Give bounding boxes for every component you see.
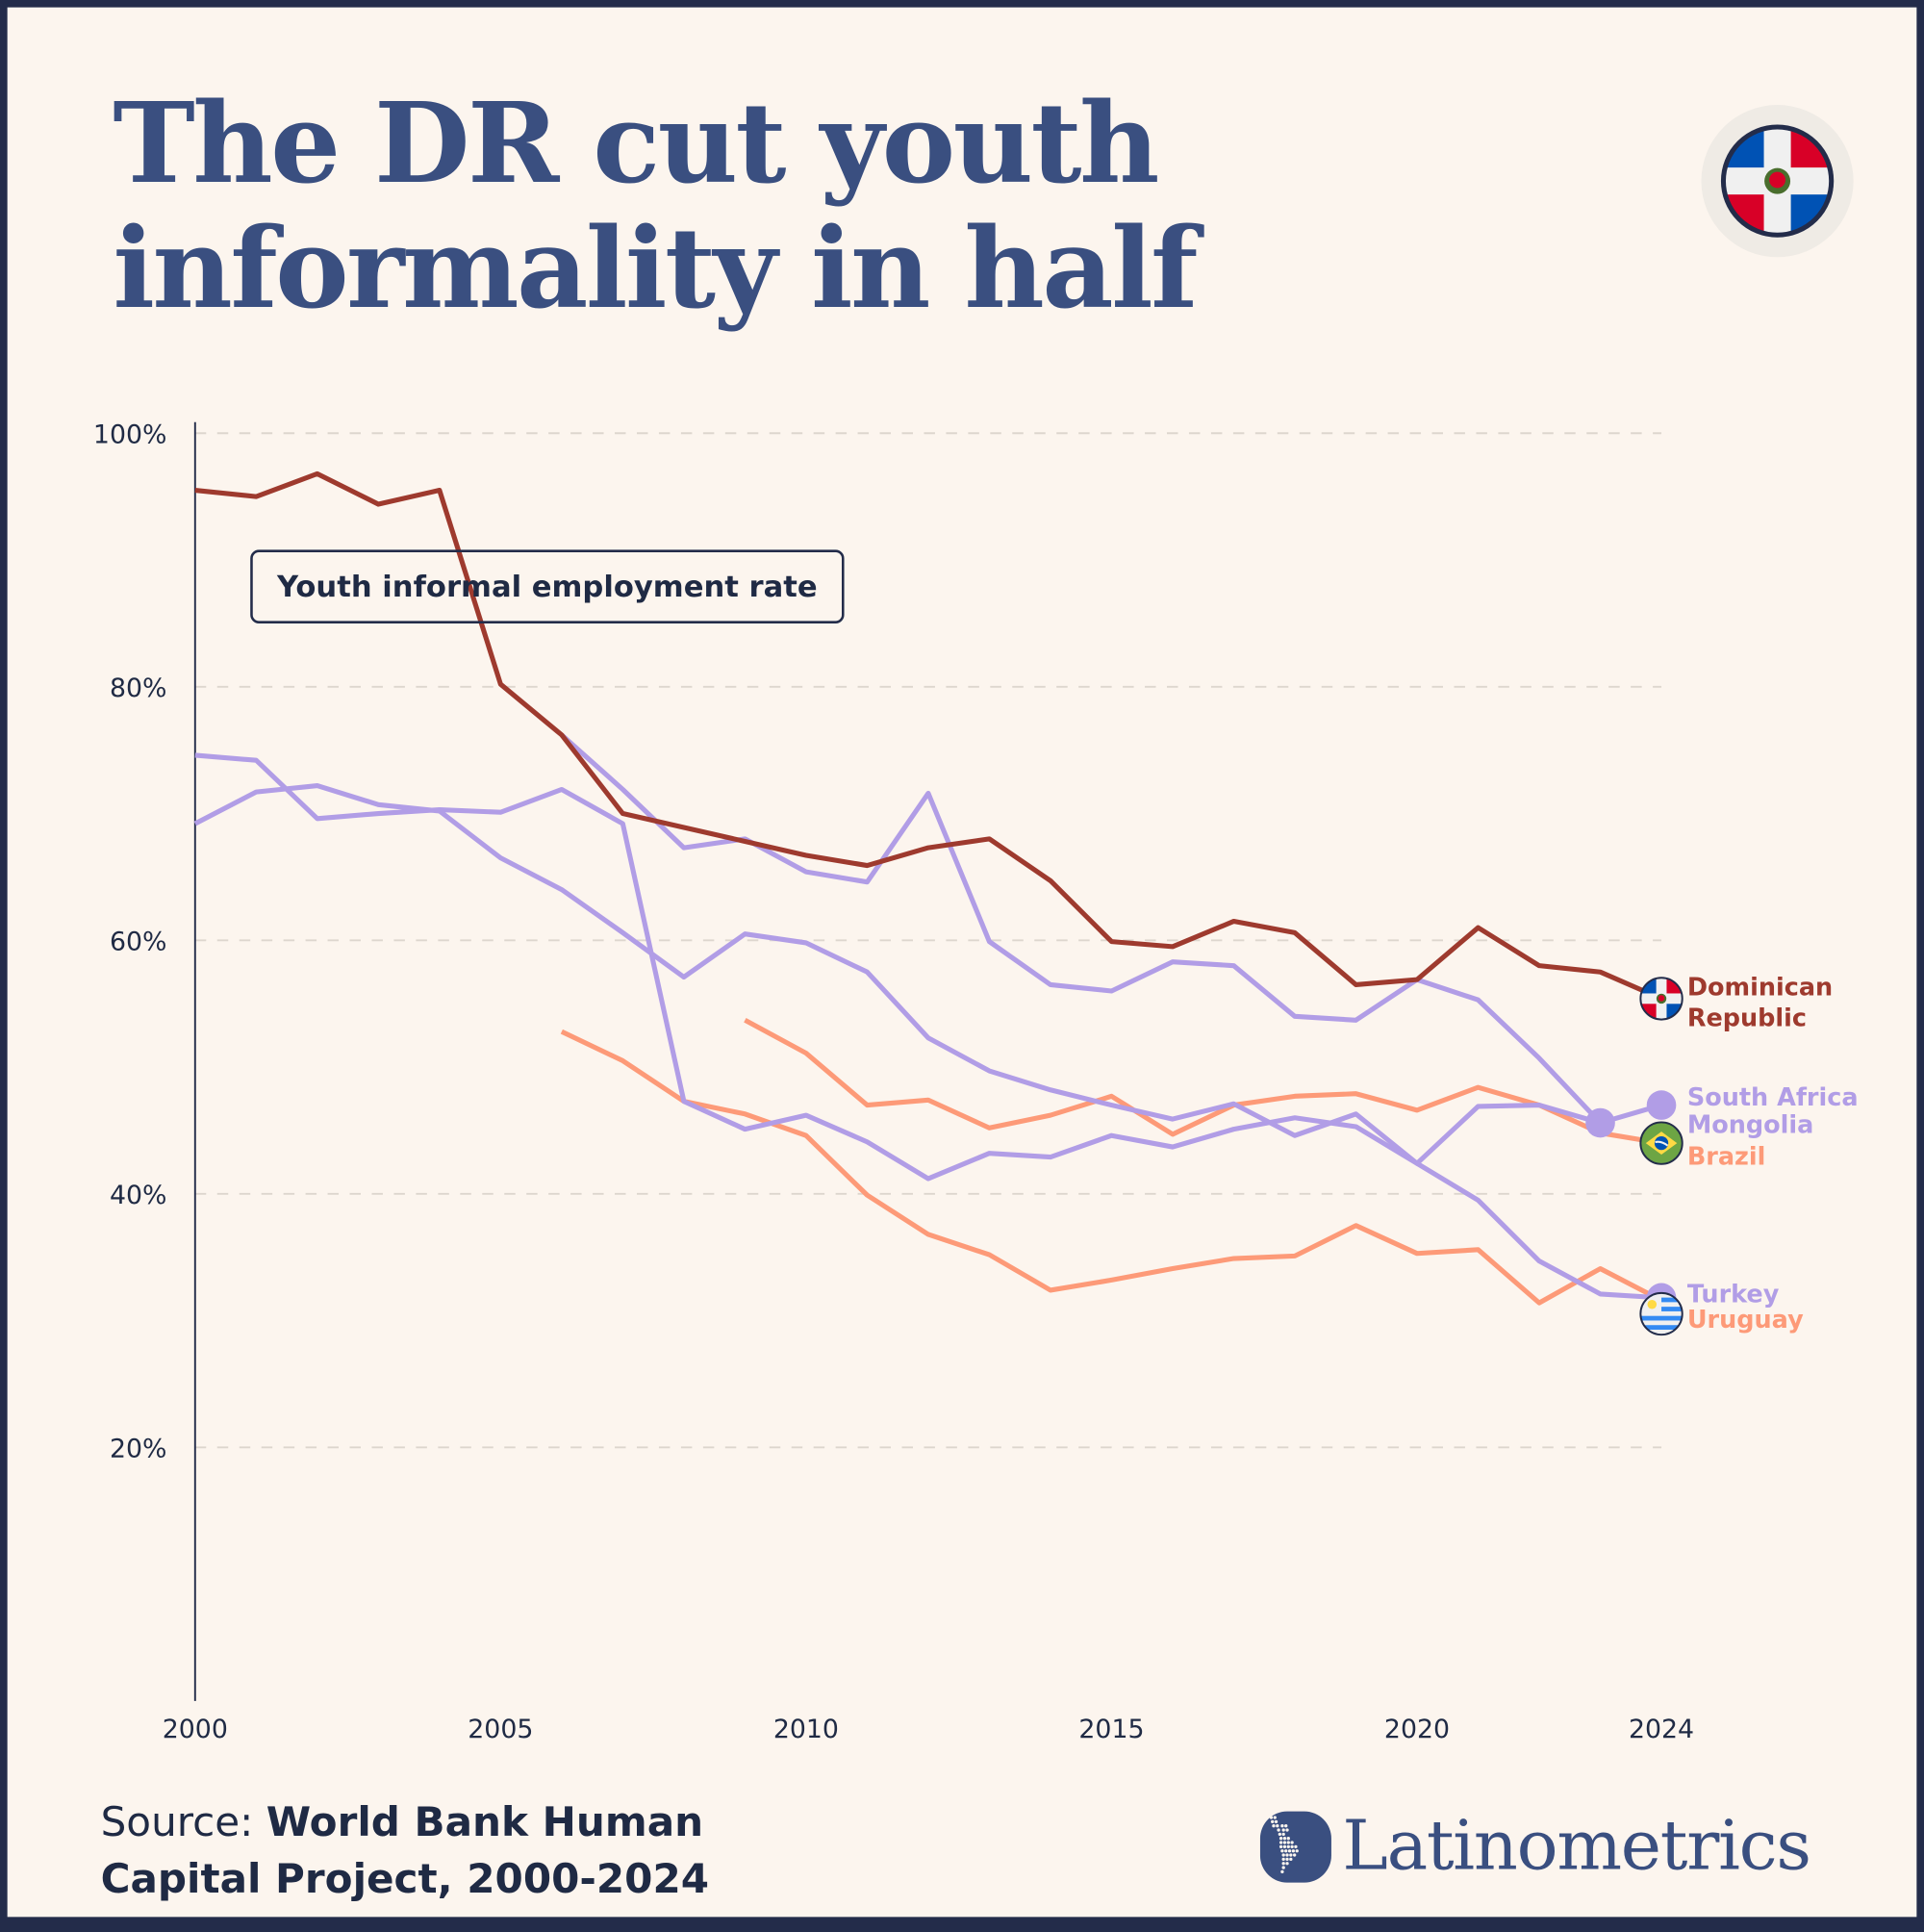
series-line-uruguay	[560, 1029, 1663, 1306]
brand-name: Latinometrics	[1342, 1806, 1811, 1887]
source-note: Source: World Bank Human Capital Project…	[101, 1794, 788, 1907]
title-line-1: The DR cut youth	[113, 78, 1159, 209]
dominican-republic-flag-icon	[1639, 977, 1684, 1021]
chart-legend-box: Youth informal employment rate	[250, 549, 845, 623]
x-tick-label: 2024	[1629, 1715, 1694, 1744]
series-line-south-africa	[194, 752, 1662, 1182]
page-title: The DR cut youth informality in half	[113, 78, 1198, 334]
x-tick-label: 2000	[163, 1715, 228, 1744]
series-label: Uruguay	[1687, 1306, 1804, 1335]
brand-logo: Latinometrics	[1259, 1806, 1811, 1887]
y-tick-label: 80%	[110, 674, 167, 703]
y-tick-label: 100%	[93, 419, 167, 449]
brazil-flag-icon	[1639, 1121, 1684, 1165]
series-label: Dominican	[1687, 973, 1833, 1002]
series-label: Turkey	[1687, 1280, 1780, 1309]
series-line-mongolia	[560, 732, 1603, 1125]
series-label: Brazil	[1687, 1142, 1766, 1171]
title-line-2: informality in half	[113, 203, 1198, 334]
uruguay-flag-icon	[1639, 1291, 1684, 1336]
series-label: Republic	[1687, 1004, 1807, 1032]
end-point-dot	[1585, 1107, 1615, 1138]
dominican-republic-flag-icon	[1701, 105, 1854, 258]
series-label: Mongolia	[1687, 1110, 1814, 1139]
y-tick-label: 60%	[110, 927, 167, 956]
legend-label: Youth informal employment rate	[277, 569, 818, 604]
x-tick-label: 2020	[1384, 1715, 1450, 1744]
line-chart: 20% 40% 60% 80% 100% 2000 2005 2010 2015 2020 2024…	[93, 419, 1859, 1744]
source-text: World Bank Human Capital Project, 2000-2…	[100, 1797, 710, 1903]
x-tick-label: 2015	[1078, 1715, 1144, 1744]
end-point-dot	[1646, 1090, 1677, 1120]
x-tick-label: 2010	[773, 1715, 839, 1744]
x-tick-label: 2005	[468, 1715, 533, 1744]
series-line-turkey	[193, 782, 1662, 1301]
latin-america-map-icon	[1259, 1811, 1331, 1882]
series-line-brazil	[744, 1018, 1662, 1146]
series-line-dominican-republic	[194, 470, 1663, 1002]
y-tick-label: 20%	[110, 1435, 167, 1464]
y-tick-label: 40%	[110, 1181, 167, 1210]
source-label: Source:	[100, 1797, 254, 1846]
series-label: South Africa	[1687, 1083, 1859, 1112]
